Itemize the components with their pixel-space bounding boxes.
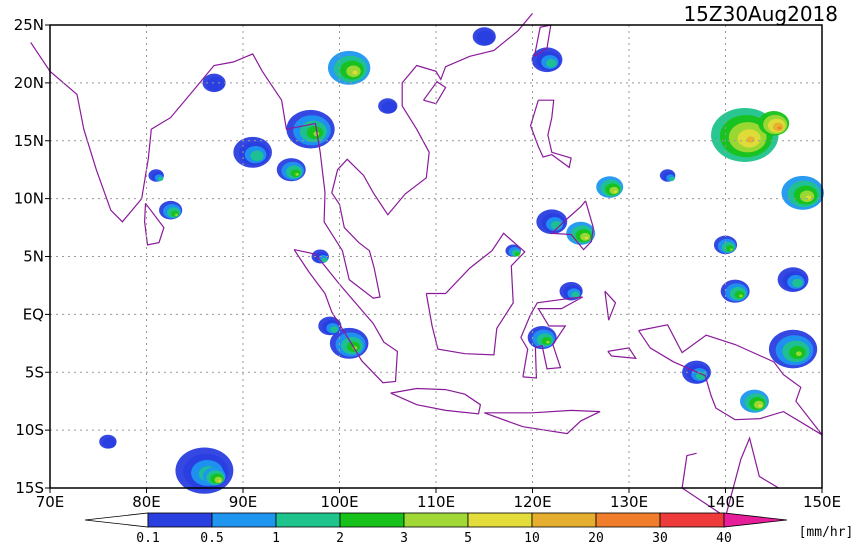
- colorbar-segment: [403, 512, 469, 528]
- rain-cell: [739, 294, 743, 298]
- colorbar-segment: [275, 512, 341, 528]
- colorbar-segment: [595, 512, 661, 528]
- coastline: [293, 249, 399, 384]
- colorbar-label: 1: [272, 531, 280, 544]
- coastline: [520, 296, 583, 379]
- rain-cell: [613, 190, 618, 193]
- rain-cell: [385, 104, 397, 113]
- rain-cell: [105, 440, 116, 448]
- y-tick-label: 10N: [14, 190, 44, 208]
- colorbar-segment: [531, 512, 597, 528]
- rain-cell: [695, 371, 706, 380]
- colorbar-unit: [mm/hr]: [799, 525, 854, 540]
- map-title: 15Z30Aug2018: [683, 2, 838, 26]
- coastline: [143, 202, 165, 246]
- y-tick-label: 10S: [15, 421, 44, 439]
- rain-cell: [746, 136, 755, 143]
- x-tick-label: 80E: [132, 493, 161, 511]
- coastline: [484, 409, 601, 435]
- x-tick-label: 70E: [36, 493, 65, 511]
- rain-cell: [584, 236, 589, 240]
- rain-cell: [210, 80, 224, 91]
- colorbar-label: 30: [652, 531, 668, 544]
- rain-cell: [330, 326, 339, 333]
- rain-cell: [725, 245, 734, 252]
- colorbar-label: 5: [464, 531, 472, 544]
- colorbar-label: 0.1: [136, 531, 159, 544]
- coastline: [550, 200, 594, 251]
- y-tick-label: 5S: [25, 363, 44, 381]
- y-tick-label: 25N: [14, 16, 44, 34]
- rain-cell: [218, 479, 222, 483]
- rain-cell: [157, 176, 164, 182]
- rain-cell: [669, 176, 675, 182]
- rain-cell: [792, 278, 803, 288]
- colorbar-label: 2: [336, 531, 344, 544]
- x-tick-label: 90E: [229, 493, 258, 511]
- rain-cell: [295, 172, 299, 176]
- rain-cell: [214, 476, 223, 484]
- coastline: [390, 387, 482, 415]
- colorbar-label: 3: [400, 531, 408, 544]
- y-tick-label: EQ: [23, 305, 44, 323]
- rain-cell: [795, 351, 802, 357]
- colorbar-label: 40: [716, 531, 732, 544]
- rain-cell: [546, 58, 557, 68]
- coastline: [425, 232, 526, 356]
- rain-cell: [175, 213, 178, 216]
- map-frame: [49, 24, 823, 489]
- x-tick-label: 140E: [706, 493, 744, 511]
- rain-cell: [250, 150, 264, 162]
- y-tick-label: 15S: [15, 479, 44, 497]
- rain-cell: [729, 248, 733, 251]
- colorbar-high-triangle: [723, 512, 788, 528]
- rain-field: [99, 27, 824, 494]
- rain-cell: [580, 232, 591, 241]
- rain-cell: [352, 70, 358, 75]
- y-tick-label: 20N: [14, 74, 44, 92]
- colorbar-segment: [339, 512, 405, 528]
- rain-cell: [571, 291, 580, 298]
- rain-cell: [734, 290, 745, 299]
- rain-cell: [171, 210, 179, 217]
- rain-cell: [480, 33, 494, 45]
- colorbar: 0.1 0.5 1 2 3 5 10 20 30 40 [mm/hr]: [84, 512, 854, 544]
- x-tick-label: 110E: [417, 493, 455, 511]
- rain-cell: [772, 122, 784, 132]
- rain-cell: [546, 340, 550, 344]
- rain-cell: [753, 400, 764, 409]
- rain-cell: [609, 186, 619, 195]
- colorbar-label: 0.5: [200, 531, 223, 544]
- coastline: [607, 347, 637, 360]
- y-tick-label: 5N: [23, 248, 44, 266]
- colorbar-segment: [211, 512, 277, 528]
- coastline: [423, 80, 447, 105]
- rain-cell: [777, 126, 782, 130]
- coastline: [30, 13, 533, 299]
- colorbar-segment: [659, 512, 725, 528]
- x-tick-label: 120E: [513, 493, 551, 511]
- rain-cell: [321, 257, 328, 263]
- colorbar-segment: [147, 512, 213, 528]
- coastline: [604, 290, 617, 321]
- rain-cell: [758, 404, 762, 408]
- y-tick-label: 15N: [14, 132, 44, 150]
- colorbar-label: 20: [588, 531, 604, 544]
- x-tick-label: 150E: [803, 493, 841, 511]
- coastline: [529, 99, 572, 169]
- x-tick-label: 100E: [320, 493, 358, 511]
- x-tick-label: 130E: [610, 493, 648, 511]
- rain-cell: [290, 169, 301, 178]
- colorbar-label: 10: [524, 531, 540, 544]
- colorbar-segment: [467, 512, 533, 528]
- rain-cell: [518, 254, 520, 257]
- rain-cell: [541, 337, 552, 345]
